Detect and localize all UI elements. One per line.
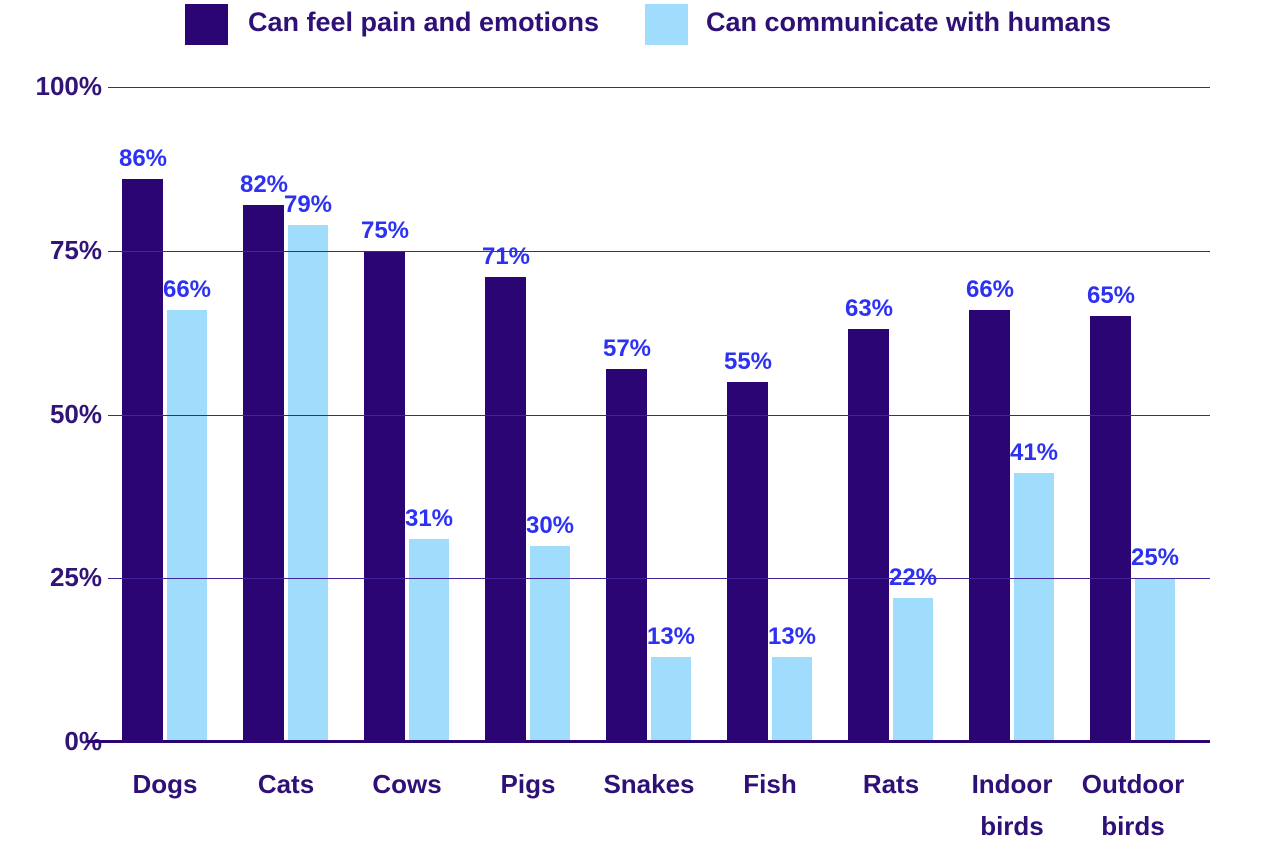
value-label-fish-series1: 13%	[767, 623, 817, 650]
bar-indoor-birds-series1	[1014, 473, 1054, 742]
value-label-snakes-series0: 57%	[602, 335, 652, 362]
y-tick-label-25: 25%	[49, 562, 102, 592]
value-label-cows-series0: 75%	[360, 217, 410, 244]
x-label-snakes: Snakes	[603, 769, 695, 799]
gridline-50	[108, 415, 1210, 416]
value-label-fish-series0: 55%	[723, 348, 773, 375]
bar-pigs-series1	[530, 546, 570, 743]
value-label-cats-series0: 82%	[239, 171, 289, 198]
legend-label: Can communicate with humans	[706, 7, 1112, 37]
value-label-indoor-birds-series1: 41%	[1009, 439, 1059, 466]
value-label-rats-series1: 22%	[888, 564, 938, 591]
value-label-dogs-series1: 66%	[162, 276, 212, 303]
bar-dogs-series0	[122, 179, 163, 742]
bar-dogs-series1	[167, 310, 207, 742]
x-label-dogs: Dogs	[132, 769, 198, 799]
bar-snakes-series1	[651, 657, 691, 742]
bar-pigs-series0	[485, 277, 526, 742]
gridline-25	[108, 578, 1210, 579]
bar-fish-series0	[727, 382, 768, 742]
value-label-cats-series1: 79%	[283, 191, 333, 218]
gridline-75	[108, 251, 1210, 252]
gridline-100	[108, 87, 1210, 88]
x-label-rats: Rats	[862, 769, 920, 799]
x-label-cows: Cows	[372, 769, 442, 799]
legend-swatch-dark	[185, 4, 228, 45]
x-label-pigs: Pigs	[500, 769, 556, 799]
bar-indoor-birds-series0	[969, 310, 1010, 742]
value-label-dogs-series0: 86%	[118, 145, 168, 172]
y-tick-label-100: 100%	[35, 71, 103, 101]
value-label-rats-series0: 63%	[844, 295, 894, 322]
bar-cows-series0	[364, 251, 405, 742]
legend-label: Can feel pain and emotions	[248, 7, 600, 37]
bar-cats-series1	[288, 225, 328, 742]
x-label-indoor-birds: Indoor birds	[971, 769, 1053, 841]
bar-fish-series1	[772, 657, 812, 742]
value-label-pigs-series0: 71%	[481, 243, 531, 270]
y-tick-label-75: 75%	[49, 235, 102, 265]
bar-cats-series0	[243, 205, 284, 742]
legend-swatch-light	[645, 4, 688, 45]
y-tick-label-50: 50%	[49, 399, 102, 429]
x-axis-line	[87, 740, 1210, 743]
bar-rats-series0	[848, 329, 889, 742]
bar-rats-series1	[893, 598, 933, 742]
value-label-snakes-series1: 13%	[646, 623, 696, 650]
x-label-cats: Cats	[257, 769, 315, 799]
bar-cows-series1	[409, 539, 449, 742]
value-label-cows-series1: 31%	[404, 505, 454, 532]
x-label-outdoor-birds: Outdoor birds	[1081, 769, 1185, 841]
bar-outdoor-birds-series1	[1135, 578, 1175, 742]
value-label-outdoor-birds-series1: 25%	[1130, 544, 1180, 571]
bar-snakes-series0	[606, 369, 647, 742]
bar-outdoor-birds-series0	[1090, 316, 1131, 742]
value-label-outdoor-birds-series0: 65%	[1086, 282, 1136, 309]
value-label-indoor-birds-series0: 66%	[965, 276, 1015, 303]
value-label-pigs-series1: 30%	[525, 512, 575, 539]
x-label-fish: Fish	[743, 769, 797, 799]
